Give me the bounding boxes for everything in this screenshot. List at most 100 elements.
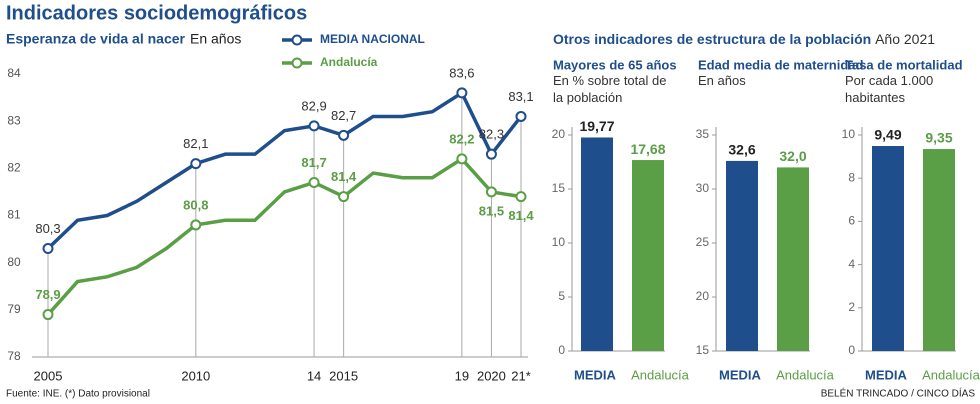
- chart-title: Esperanza de vida al nacer: [6, 31, 186, 47]
- value-label: 81,7: [301, 155, 326, 170]
- legend-marker: [291, 57, 303, 69]
- y-tick-label: 6: [848, 214, 855, 228]
- point-marker: [456, 153, 468, 165]
- y-tick-label: 5: [558, 289, 565, 303]
- category-label: MEDIA: [865, 367, 908, 382]
- bar: [923, 149, 955, 351]
- chart-subtitle-box: En años: [698, 73, 746, 88]
- section-title: Otros indicadores de estructura de la po…: [553, 31, 935, 47]
- x-tick-label: 21*: [511, 368, 531, 383]
- section-subtitle: Año 2021: [875, 31, 935, 47]
- point-marker: [456, 87, 468, 99]
- y-tick-label: 10: [552, 235, 566, 249]
- y-tick-label: 15: [552, 181, 566, 195]
- y-tick-label: 25: [696, 235, 710, 249]
- chart-title: Mayores de 65 años: [553, 57, 677, 72]
- y-tick-label: 79: [7, 302, 21, 316]
- series-line: [46, 90, 523, 250]
- y-tick-label: 83: [7, 113, 21, 127]
- x-tick-label: 2015: [329, 368, 358, 383]
- value-label: 82,3: [479, 127, 504, 142]
- y-tick-label: 20: [552, 127, 566, 141]
- y-tick-label: 4: [848, 257, 855, 271]
- value-label: 32,6: [728, 142, 755, 158]
- point-marker: [338, 191, 350, 203]
- y-tick-label: 35: [696, 127, 710, 141]
- x-tick-label: 14: [307, 368, 321, 383]
- chart-subtitle: En años: [698, 73, 746, 88]
- point-marker: [190, 219, 202, 231]
- value-label: 9,35: [925, 130, 952, 146]
- legend-label: MEDIA NACIONAL: [320, 32, 425, 46]
- y-tick-label: 0: [558, 343, 565, 357]
- value-label: 78,9: [35, 287, 60, 302]
- y-tick-label: 8: [848, 170, 855, 184]
- y-tick-label: 20: [696, 289, 710, 303]
- point-marker: [485, 148, 497, 160]
- point-marker: [515, 110, 527, 122]
- category-label: Andalucía: [922, 367, 980, 382]
- value-label: 80,8: [183, 197, 208, 212]
- point-marker: [190, 158, 202, 170]
- series-line: [46, 156, 522, 316]
- point-marker: [308, 176, 320, 188]
- main-title: Indicadores sociodemográficos: [6, 2, 307, 24]
- chart-subtitle: Por cada 1.000 habitantes: [845, 73, 934, 105]
- bar: [777, 167, 809, 351]
- chart-subtitle-box: En % sobre total de la población: [553, 73, 667, 105]
- x-tick-label: 2005: [34, 368, 63, 383]
- chart-title: Tasa de mortalidad: [845, 57, 963, 72]
- y-tick-label: 10: [842, 127, 856, 141]
- value-label: 32,0: [779, 148, 806, 164]
- category-label: Andalucía: [776, 367, 835, 382]
- value-label: 82,1: [183, 136, 208, 151]
- value-label: 82,2: [449, 131, 474, 146]
- x-tick-label: 2010: [181, 368, 210, 383]
- point-marker: [308, 120, 320, 132]
- y-tick-label: 81: [7, 208, 21, 222]
- value-label: 80,3: [35, 221, 60, 236]
- category-label: Andalucía: [631, 367, 690, 382]
- y-tick-label: 15: [696, 343, 710, 357]
- chart-subtitle-box: Por cada 1.000 habitantes: [845, 73, 934, 105]
- chart-subtitle: En % sobre total de la población: [553, 73, 667, 105]
- point-marker: [338, 129, 350, 141]
- value-label: 82,9: [301, 98, 326, 113]
- point-marker: [42, 309, 54, 321]
- y-tick-label: 78: [7, 349, 21, 363]
- value-label: 82,7: [331, 108, 356, 123]
- point-marker: [485, 186, 497, 198]
- value-label: 17,68: [630, 141, 665, 157]
- category-label: MEDIA: [574, 367, 617, 382]
- value-label: 81,4: [331, 169, 357, 184]
- chart-subtitle: En años: [190, 31, 241, 47]
- value-label: 83,6: [449, 65, 474, 80]
- y-tick-label: 84: [7, 66, 21, 80]
- x-tick-label: 2020: [477, 368, 506, 383]
- bar: [726, 160, 758, 351]
- point-marker: [42, 243, 54, 255]
- y-tick-label: 2: [848, 300, 855, 314]
- bar: [632, 160, 664, 351]
- x-tick-label: 19: [455, 368, 469, 383]
- value-label: 19,77: [579, 118, 614, 134]
- chart-title: Edad media de maternidad: [698, 57, 863, 72]
- value-label: 81,5: [479, 203, 504, 218]
- y-tick-label: 82: [7, 161, 21, 175]
- y-tick-label: 80: [7, 255, 21, 269]
- value-label: 83,1: [508, 89, 533, 104]
- legend-marker: [291, 34, 303, 46]
- value-label: 9,49: [874, 127, 901, 143]
- y-tick-label: 30: [696, 181, 710, 195]
- category-label: MEDIA: [719, 367, 762, 382]
- value-label: 81,4: [508, 208, 534, 223]
- source: Fuente: INE. (*) Dato provisional: [6, 389, 150, 400]
- section-title-text: Otros indicadores de estructura de la po…: [553, 31, 871, 47]
- bar: [581, 137, 613, 351]
- bar: [872, 146, 904, 351]
- point-marker: [515, 191, 527, 203]
- credit: BELÉN TRINCADO / CINCO DÍAS: [821, 387, 976, 400]
- legend-label: Andalucía: [320, 55, 378, 69]
- y-tick-label: 0: [848, 343, 855, 357]
